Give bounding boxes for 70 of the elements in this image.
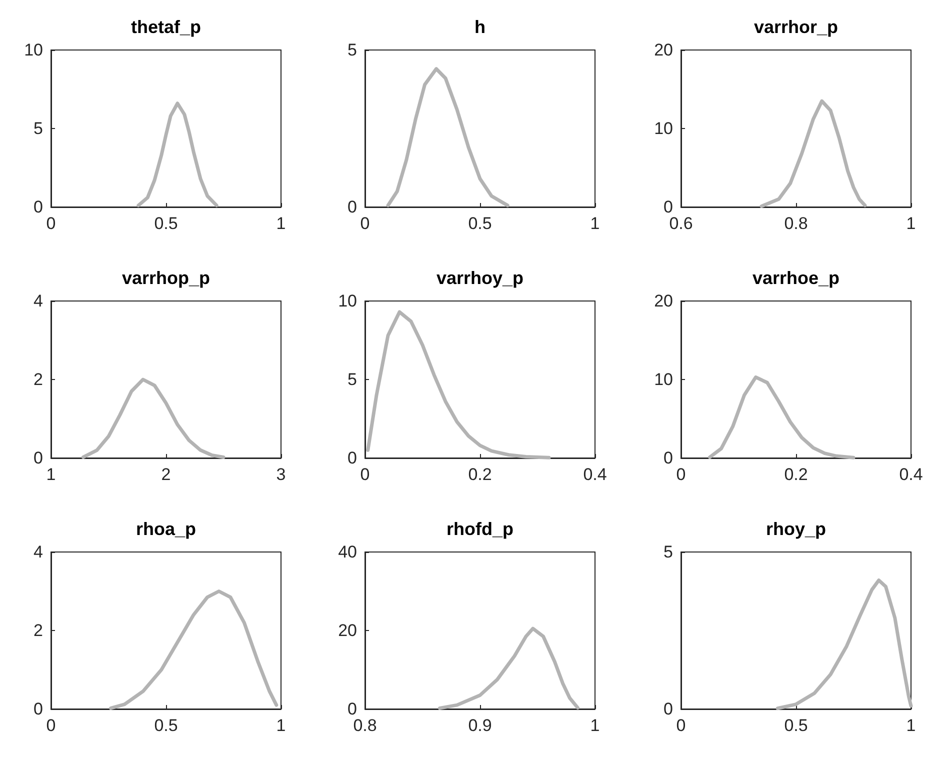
x-tick-label: 0 (360, 214, 370, 233)
y-tick-label: 10 (24, 40, 43, 60)
x-tick-label: 0.5 (784, 716, 808, 735)
line-series (760, 99, 867, 208)
y-tick-label: 40 (338, 542, 357, 562)
y-tick-label: 5 (348, 40, 357, 60)
x-tick-label: 1 (276, 214, 286, 233)
x-tick-label: 1 (590, 716, 600, 735)
y-tick-label: 0 (348, 700, 357, 718)
chart-title: h (474, 17, 486, 37)
x-tick-label: 1 (906, 716, 916, 735)
line-series (386, 67, 510, 208)
y-tick-label: 4 (34, 292, 43, 310)
x-tick-label: 0.4 (899, 465, 923, 484)
chart-title: varrhoe_p (752, 268, 840, 288)
x-tick-label: 0.5 (154, 214, 178, 233)
x-tick-label: 0 (360, 465, 370, 484)
y-tick-label: 10 (338, 292, 357, 310)
y-tick-label: 0 (348, 198, 357, 216)
line-series (81, 378, 226, 459)
y-tick-label: 4 (34, 542, 43, 562)
y-tick-label: 0 (34, 700, 43, 718)
x-tick-label: 0 (46, 214, 56, 233)
line-series (136, 102, 218, 208)
x-tick-label: 0.5 (154, 716, 178, 735)
x-tick-label: 0.8 (353, 716, 377, 735)
line-series (438, 626, 580, 710)
x-tick-label: 1 (590, 214, 600, 233)
y-tick-label: 0 (664, 198, 673, 216)
x-tick-label: 3 (276, 465, 286, 484)
y-tick-label: 0 (664, 448, 673, 468)
line-series (708, 375, 856, 460)
x-tick-label: 2 (161, 465, 171, 484)
chart-title: rhoy_p (766, 519, 826, 539)
y-tick-label: 0 (664, 700, 673, 718)
chart-title: varrhop_p (122, 268, 210, 288)
x-tick-label: 1 (276, 716, 286, 735)
x-tick-label: 0.5 (468, 214, 492, 233)
x-tick-label: 0 (676, 716, 686, 735)
x-tick-label: 0.9 (468, 716, 492, 735)
y-tick-label: 10 (654, 119, 673, 138)
chart-title: varrhoy_p (436, 268, 524, 288)
y-tick-label: 0 (348, 448, 357, 468)
line-series (109, 590, 278, 710)
y-tick-label: 5 (348, 370, 357, 389)
y-tick-label: 20 (338, 621, 357, 640)
y-tick-label: 0 (34, 448, 43, 468)
x-tick-label: 0 (46, 716, 56, 735)
y-tick-label: 5 (34, 119, 43, 138)
y-tick-label: 10 (654, 370, 673, 389)
x-tick-label: 0.8 (784, 214, 808, 233)
x-tick-label: 0.6 (669, 214, 693, 233)
y-tick-label: 2 (34, 370, 43, 389)
chart-title: thetaf_p (130, 17, 202, 37)
line-series (776, 578, 913, 710)
x-tick-label: 0.2 (468, 465, 492, 484)
x-tick-label: 0 (676, 465, 686, 484)
y-tick-label: 20 (654, 292, 673, 310)
x-tick-label: 1 (906, 214, 916, 233)
x-tick-label: 0.4 (583, 465, 607, 484)
y-tick-label: 2 (34, 621, 43, 640)
x-tick-label: 0.2 (784, 465, 808, 484)
y-tick-label: 20 (654, 40, 673, 60)
chart-title: rhoa_p (136, 519, 196, 539)
y-tick-label: 5 (664, 542, 673, 562)
chart-title: rhofd_p (446, 519, 514, 539)
x-tick-label: 1 (46, 465, 56, 484)
chart-title: varrhor_p (754, 17, 838, 37)
line-series (366, 310, 551, 460)
y-tick-label: 0 (34, 198, 43, 216)
